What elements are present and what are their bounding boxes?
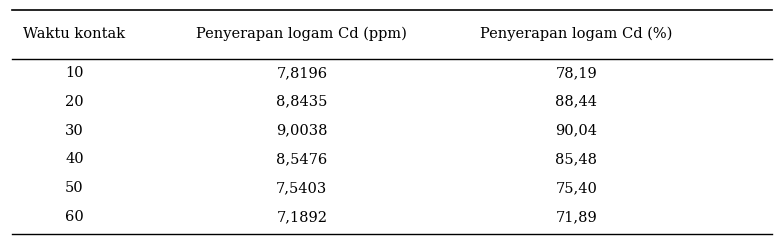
Text: 10: 10 (65, 66, 84, 80)
Text: 90,04: 90,04 (555, 123, 597, 138)
Text: 7,1892: 7,1892 (276, 210, 328, 224)
Text: 40: 40 (65, 152, 84, 166)
Text: 85,48: 85,48 (555, 152, 597, 166)
Text: 78,19: 78,19 (555, 66, 597, 80)
Text: 60: 60 (65, 210, 84, 224)
Text: 75,40: 75,40 (555, 181, 597, 195)
Text: 30: 30 (65, 123, 84, 138)
Text: 8,5476: 8,5476 (276, 152, 328, 166)
Text: 8,8435: 8,8435 (276, 95, 328, 109)
Text: 7,5403: 7,5403 (276, 181, 328, 195)
Text: Penyerapan logam Cd (%): Penyerapan logam Cd (%) (480, 27, 673, 41)
Text: 7,8196: 7,8196 (276, 66, 328, 80)
Text: 50: 50 (65, 181, 84, 195)
Text: Penyerapan logam Cd (ppm): Penyerapan logam Cd (ppm) (197, 27, 407, 41)
Text: Waktu kontak: Waktu kontak (24, 27, 125, 41)
Text: 9,0038: 9,0038 (276, 123, 328, 138)
Text: 88,44: 88,44 (555, 95, 597, 109)
Text: 71,89: 71,89 (555, 210, 597, 224)
Text: 20: 20 (65, 95, 84, 109)
